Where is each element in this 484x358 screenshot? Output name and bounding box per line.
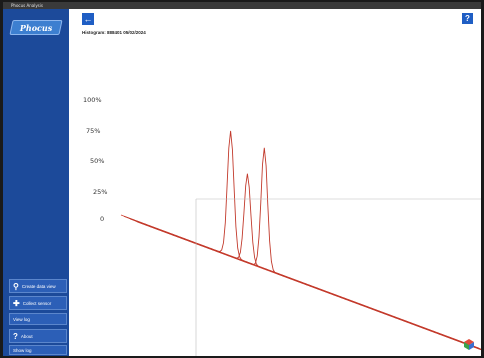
create-data-view-button[interactable]: ⚲ Create data view [9,279,67,293]
3d-view-cube-icon[interactable] [462,338,476,350]
histogram-title: Histogram: 888401 05/02/2024 [82,30,146,35]
window-title: Phocus Analysis [11,3,43,8]
y-tick-50: 50% [90,157,105,165]
help-button[interactable]: ? [462,13,473,24]
y-tick-25: 25% [93,188,108,196]
window-titlebar: Phocus Analysis [3,2,481,9]
histogram-3d-plot[interactable]: 100% 75% 50% 25% 0 [69,31,481,356]
phocus-logo: Phocus [9,20,63,35]
series-curve-3 [136,147,481,351]
series-curve-2 [130,173,481,350]
help-label: ? [465,14,470,23]
app-window: Phocus Analysis Phocus ⚲ Create data vie… [3,2,481,356]
view-log-label: View log [13,316,30,322]
sidebar: Phocus ⚲ Create data view ✚ Collect sens… [3,9,69,356]
plus-icon: ✚ [13,298,20,308]
question-icon: ? [13,331,18,341]
show-log-button[interactable]: Show log [9,345,67,355]
back-button[interactable]: ← [82,13,94,25]
y-tick-0: 0 [100,215,105,223]
y-tick-75: 75% [86,127,101,135]
pin-icon: ⚲ [13,281,19,291]
about-button[interactable]: ? About [9,329,67,343]
top-bar [3,9,481,31]
grid-line-x [136,221,481,350]
collect-sensor-button[interactable]: ✚ Collect sensor [9,296,67,310]
show-log-label: Show log [13,347,32,353]
collect-sensor-label: Collect sensor [22,300,52,306]
view-log-button[interactable]: View log [9,313,67,325]
y-tick-100: 100% [83,96,102,104]
about-label: About [20,333,33,339]
grid-line-x [139,222,481,351]
series-curve-1 [123,130,480,349]
arrow-left-icon: ← [83,14,93,24]
create-data-view-label: Create data view [21,283,56,289]
plot-canvas [120,130,481,356]
